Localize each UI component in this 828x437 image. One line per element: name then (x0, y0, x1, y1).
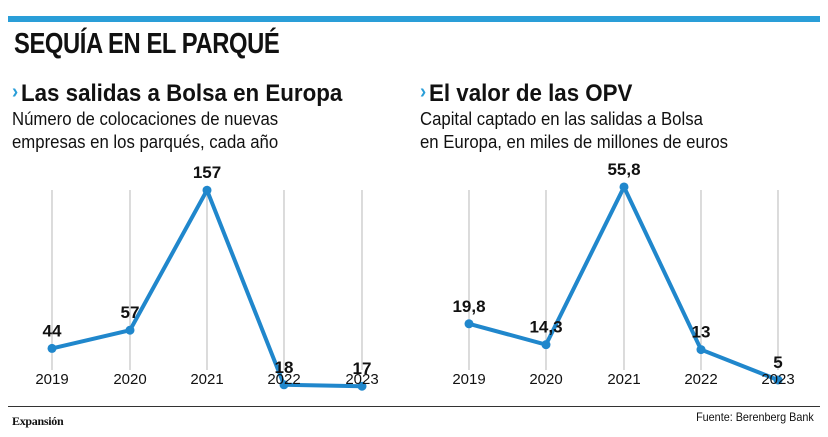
chart1-point (202, 185, 212, 195)
chart1-data-label: 44 (43, 321, 62, 340)
chart2-tick-label: 2020 (529, 371, 562, 388)
footer-divider (8, 406, 820, 407)
chevron-right-icon: › (12, 81, 19, 103)
chart1-point (125, 325, 135, 335)
chart2-title: › El valor de las OPV (420, 80, 632, 108)
chart2-data-label: 55,8 (607, 160, 640, 179)
chart1-tick-label: 2023 (345, 371, 378, 388)
brand-logo: Expansión (12, 414, 64, 428)
chart2-tick-label: 2023 (761, 371, 794, 388)
chart1-data-label: 17 (353, 359, 372, 378)
source-note: Fuente: Berenberg Bank (696, 410, 814, 424)
chart2-point (773, 375, 783, 385)
chart1-point (47, 343, 57, 353)
chart2-data-label: 13 (692, 323, 711, 342)
chevron-right-icon: › (420, 81, 427, 103)
chart2-tick-label: 2021 (607, 371, 640, 388)
chart2-point (541, 340, 551, 350)
chart1-title-text: Las salidas a Bolsa en Europa (20, 80, 343, 107)
chart1-data-label: 157 (193, 163, 221, 182)
chart2-subtitle-line2: en Europa, en miles de millones de euros (420, 132, 729, 152)
chart1-point (357, 381, 367, 391)
chart1-tick-label: 2020 (113, 371, 146, 388)
chart2-tick-label: 2019 (452, 371, 485, 388)
chart1-subtitle-line1: Número de colocaciones de nuevas (12, 109, 279, 129)
chart2-data-label: 19,8 (452, 297, 485, 316)
chart2-point (619, 182, 629, 192)
chart2-point (464, 319, 474, 329)
chart1-data-label: 57 (121, 303, 140, 322)
chart1-point (279, 380, 289, 390)
chart1-data-label: 18 (275, 358, 294, 377)
main-title: SEQUÍA EN EL PARQUÉ (14, 28, 280, 60)
chart2-subtitle-line1: Capital captado en las salidas a Bolsa (420, 109, 703, 129)
chart2-title-text: El valor de las OPV (428, 80, 633, 107)
chart1-tick-label: 2022 (267, 371, 300, 388)
top-accent-bar (8, 16, 820, 22)
chart2-point (696, 345, 706, 355)
chart2-tick-label: 2022 (684, 371, 717, 388)
chart2-data-label: 14,3 (529, 318, 562, 337)
chart1-tick-label: 2021 (190, 371, 223, 388)
chart1-subtitle-line2: empresas en los parqués, cada año (12, 132, 279, 152)
chart1-tick-label: 2019 (35, 371, 68, 388)
chart1-title: › Las salidas a Bolsa en Europa (12, 80, 342, 108)
chart2-data-label: 5 (773, 353, 782, 372)
